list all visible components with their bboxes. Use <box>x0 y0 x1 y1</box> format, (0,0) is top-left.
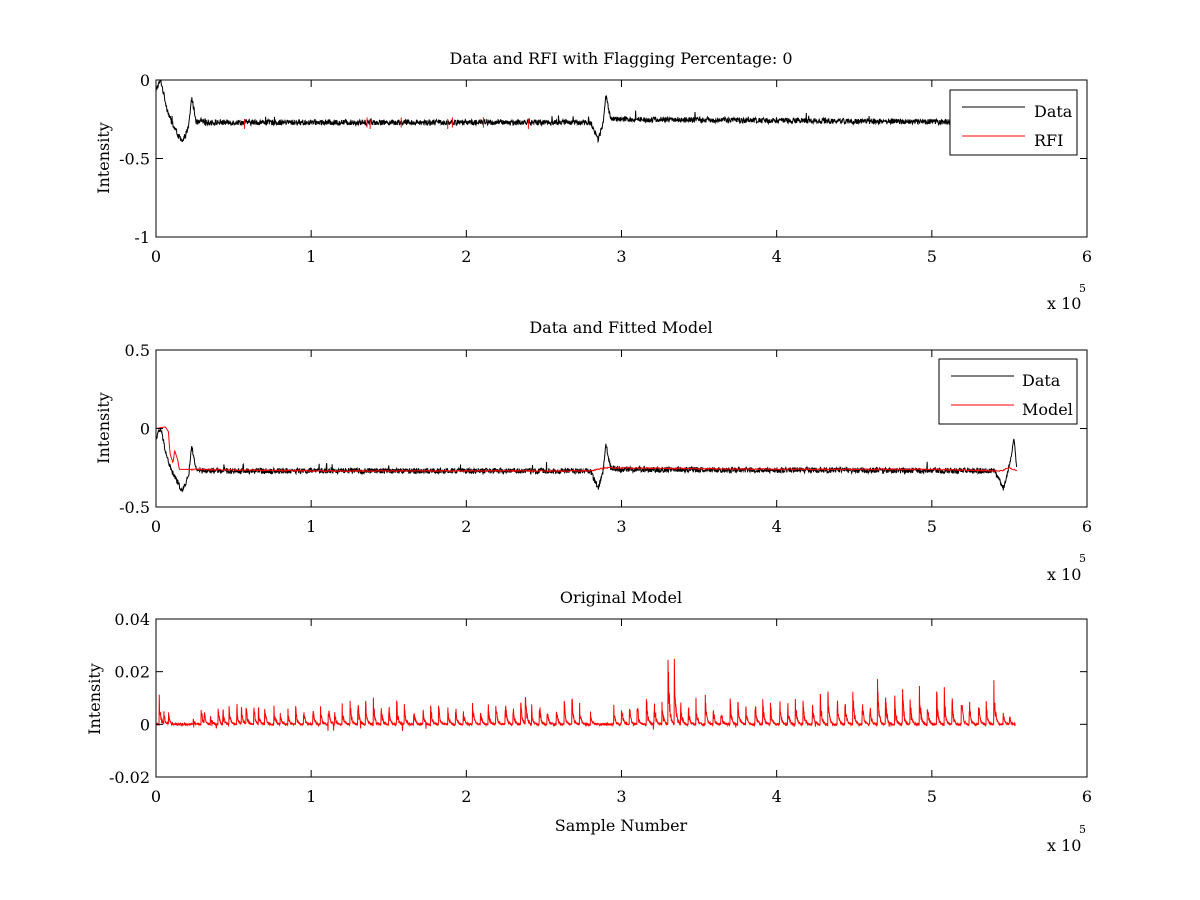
panel-1-legend: Data RFI <box>949 89 1078 156</box>
x-tick-label: 5 <box>927 517 937 536</box>
panel-3-plot-area <box>156 658 1016 731</box>
panel-1-title: Data and RFI with Flagging Percentage: 0 <box>449 49 792 68</box>
series-model-line <box>156 426 1018 473</box>
x-tick-label: 1 <box>306 787 316 806</box>
panel-1-plot-area <box>156 80 1018 144</box>
x-tick-label: 5 <box>927 247 937 266</box>
x-tick-label: 4 <box>772 517 782 536</box>
y-tick-label: 0 <box>140 71 150 90</box>
panel-3-y-axis-label: Intensity <box>85 663 104 735</box>
y-tick-label: -0.5 <box>119 150 150 169</box>
panel-1-legend-label-data: Data <box>1034 102 1073 121</box>
x-tick-label: 1 <box>306 247 316 266</box>
x-tick-label: 2 <box>461 787 471 806</box>
x-tick-label: 0 <box>151 787 161 806</box>
y-tick-label: -0.02 <box>109 768 150 787</box>
panel-2-axes: 0 1 2 3 4 5 6-0.500.5 <box>119 341 1092 536</box>
panel-3-title: Original Model <box>560 588 682 607</box>
panel-1-x-multiplier-exponent: 5 <box>1079 282 1086 295</box>
series-data-line <box>156 80 1018 144</box>
panel-1: Data and RFI with Flagging Percentage: 0… <box>94 49 1092 313</box>
x-tick-label: 3 <box>616 517 626 536</box>
x-tick-label: 2 <box>461 517 471 536</box>
x-tick-label: 6 <box>1082 787 1092 806</box>
x-tick-label: 6 <box>1082 517 1092 536</box>
panel-2-x-multiplier-exponent: 5 <box>1079 552 1086 565</box>
panel-2-legend: Data Model <box>938 358 1078 425</box>
panel-3-x-multiplier: x 10 <box>1047 836 1081 855</box>
x-tick-label: 4 <box>772 247 782 266</box>
y-tick-label: 0.5 <box>125 341 150 360</box>
panel-2-legend-label-model: Model <box>1022 400 1073 419</box>
y-tick-label: 0 <box>140 420 150 439</box>
panel-1-axes: 0 1 2 3 4 5 6 -1 -0.5 0 <box>119 71 1092 266</box>
panel-3-x-multiplier-exponent: 5 <box>1079 823 1086 836</box>
panel-2-y-axis-label: Intensity <box>94 392 113 464</box>
x-tick-label: 3 <box>616 787 626 806</box>
panel-1-legend-box <box>949 89 1078 156</box>
x-tick-label: 2 <box>461 247 471 266</box>
panel-2-x-multiplier: x 10 <box>1047 565 1081 584</box>
y-tick-label: 0 <box>140 715 150 734</box>
panel-2-plot-area <box>156 426 1018 493</box>
panel-3: Original Model Intensity 0 1 2 3 4 5 6-0.0200.… <box>85 588 1092 855</box>
y-tick-label: -0.5 <box>119 498 150 517</box>
panel-2-title: Data and Fitted Model <box>529 318 712 337</box>
panel-1-y-axis-label: Intensity <box>94 122 113 194</box>
panel-2: Data and Fitted Model Intensity 0 1 2 3 4 5 6 -… <box>94 318 1092 584</box>
y-tick-label: 0.04 <box>114 610 150 629</box>
series-original-model-line <box>156 658 1016 731</box>
x-tick-label: 6 <box>1082 247 1092 266</box>
panel-3-x-axis-label: Sample Number <box>555 816 688 835</box>
y-tick-label: 0.02 <box>114 663 150 682</box>
x-tick-label: 5 <box>927 787 937 806</box>
y-tick-label: -1 <box>134 228 150 247</box>
panel-1-legend-label-rfi: RFI <box>1034 131 1063 150</box>
x-tick-label: 3 <box>616 247 626 266</box>
x-tick-label: 4 <box>772 787 782 806</box>
x-tick-label: 1 <box>306 517 316 536</box>
x-tick-label: 0 <box>151 247 161 266</box>
x-tick-label: 0 <box>151 517 161 536</box>
panel-1-x-multiplier: x 10 <box>1047 294 1081 313</box>
panel-2-legend-box <box>938 358 1078 425</box>
panel-2-legend-label-data: Data <box>1022 371 1061 390</box>
